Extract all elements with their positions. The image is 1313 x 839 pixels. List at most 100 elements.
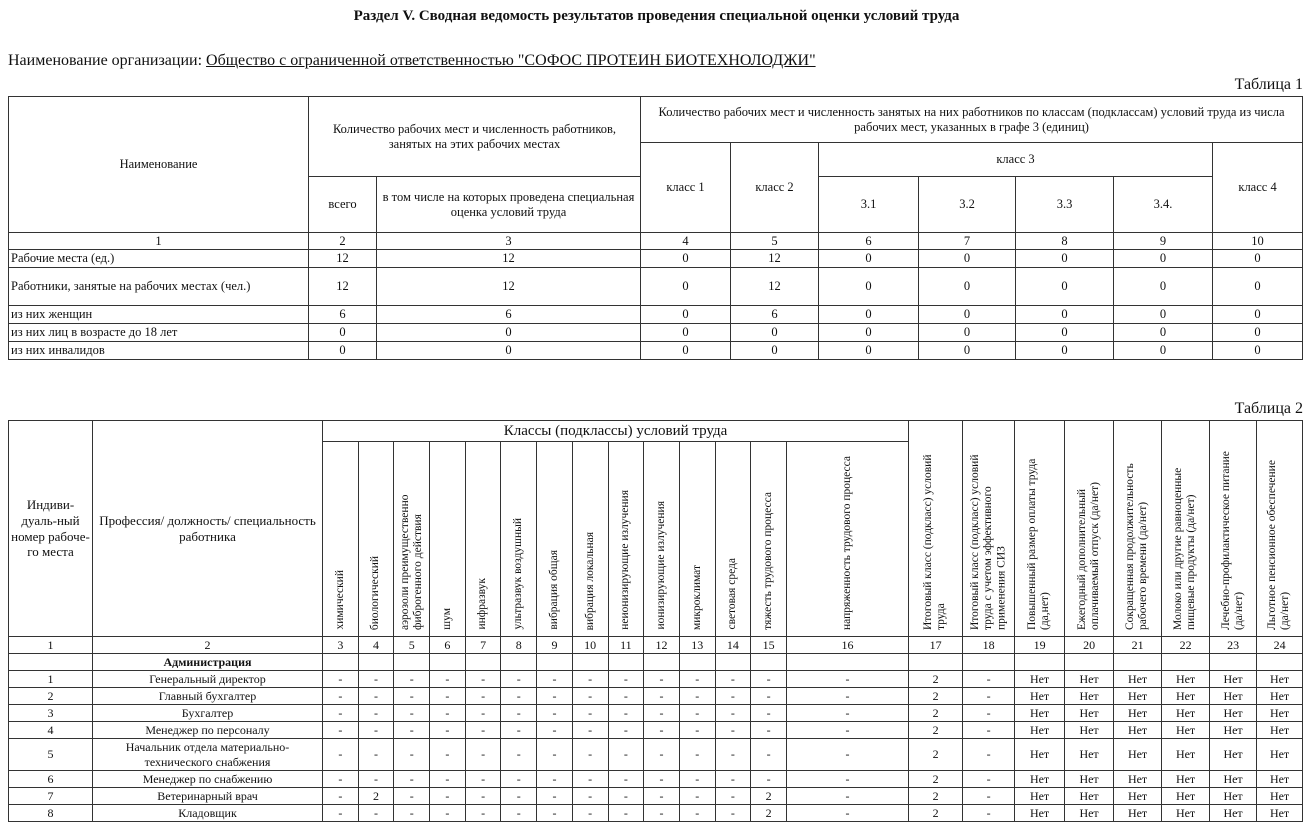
- header-factor-label: вибрация локальная: [583, 531, 596, 630]
- table-cell: -: [322, 721, 359, 739]
- table-cell: -: [750, 738, 787, 771]
- table-cell: -: [714, 721, 752, 739]
- table-cell: Нет: [1161, 670, 1211, 688]
- table-cell: -: [429, 687, 466, 705]
- header-factor: световая среда: [714, 441, 752, 637]
- column-number: 22: [1161, 636, 1211, 654]
- table-cell: -: [393, 770, 431, 788]
- header-factor: аэрозоли преимущественно фиброгенного де…: [393, 441, 431, 637]
- table-cell: -: [322, 787, 359, 805]
- table-cell: -: [607, 787, 645, 805]
- table-cell: -: [643, 787, 680, 805]
- column-number: 10: [571, 636, 609, 654]
- table-cell: Нет: [1209, 770, 1258, 788]
- table-cell: -: [678, 804, 716, 822]
- table-cell: -: [357, 670, 395, 688]
- table-cell: Нет: [1113, 787, 1163, 805]
- table-cell: -: [714, 804, 752, 822]
- header-extra: Сокращенная продолжительность рабочего в…: [1113, 420, 1163, 637]
- table-cell: 0: [1015, 249, 1115, 268]
- table-cell: 2: [908, 804, 964, 822]
- table-cell: -: [962, 804, 1016, 822]
- table-row: 5 Начальник отдела материально-техническо…: [8, 738, 1304, 771]
- column-number: 7: [918, 232, 1017, 250]
- table-cell: -: [678, 738, 716, 771]
- table-row: 6 Менеджер по снабжению - - - - - - - - - - - - - -2- Не…: [8, 770, 1304, 788]
- row-label: из них лиц в возрасте до 18 лет: [8, 323, 309, 342]
- table-cell: -: [962, 721, 1016, 739]
- workplace-number: 4: [8, 721, 93, 739]
- header-extra-label: Повышенный размер оплаты труда (да,нет): [1026, 458, 1052, 630]
- table-cell: 0: [1212, 305, 1304, 324]
- table-cell: 0: [1113, 341, 1214, 360]
- table-cell: -: [750, 721, 787, 739]
- header-factor-label: ультразвук воздушный: [512, 518, 525, 630]
- table-cell: -: [536, 787, 573, 805]
- table-cell: [714, 653, 752, 671]
- table-cell: -: [500, 721, 538, 739]
- table-row: из них женщин 6 6 0 6 0 0 0 0 0: [8, 305, 1304, 324]
- table-cell: -: [643, 704, 680, 722]
- profession: Бухгалтер: [92, 704, 323, 722]
- table-cell: -: [750, 704, 787, 722]
- profession: Кладовщик: [92, 804, 323, 822]
- header-factor: тяжесть трудового процесса: [750, 441, 787, 637]
- table-cell: Нет: [1209, 804, 1258, 822]
- table-row: Рабочие места (ед.) 12 12 0 12 0 0 0 0 0: [8, 249, 1304, 268]
- column-number: 3: [322, 636, 359, 654]
- table-row: 4 Менеджер по персоналу - - - - - - - - - - - - - -2- Не…: [8, 721, 1304, 739]
- table-cell: -: [785, 738, 910, 771]
- table-cell: Нет: [1256, 738, 1304, 771]
- table-cell: -: [393, 787, 431, 805]
- header-extra: Ежегодный дополнительный оплачиваемый от…: [1064, 420, 1115, 637]
- header-extra: Итоговый класс (подкласс) условий труда: [908, 420, 964, 637]
- table-cell: -: [322, 804, 359, 822]
- table-cell: -: [571, 804, 609, 822]
- table-cell: [643, 653, 680, 671]
- table-cell: 2: [908, 670, 964, 688]
- profession: Генеральный директор: [92, 670, 323, 688]
- table-cell: 0: [1113, 267, 1214, 306]
- table-cell: 0: [818, 305, 920, 324]
- table-cell: [571, 653, 609, 671]
- workplace-number: 8: [8, 804, 93, 822]
- header-factor-label: микроклимат: [690, 564, 703, 630]
- header-factor-label: химический: [333, 570, 346, 630]
- header-count: Количество рабочих мест и численность ра…: [307, 96, 642, 177]
- table-cell: Нет: [1161, 721, 1211, 739]
- row-label: из них женщин: [8, 305, 309, 324]
- table-cell: Нет: [1209, 787, 1258, 805]
- column-number: 5: [393, 636, 431, 654]
- table-cell: [785, 653, 910, 671]
- table-cell: Нет: [1113, 721, 1163, 739]
- table-cell: -: [464, 704, 502, 722]
- table-cell: -: [322, 704, 359, 722]
- table-cell: -: [322, 738, 359, 771]
- table-cell: [536, 653, 573, 671]
- header-factor: микроклимат: [678, 441, 716, 637]
- table-cell: 12: [375, 267, 642, 306]
- table-cell: Нет: [1161, 804, 1211, 822]
- header-factor: неионизирующие излучения: [607, 441, 645, 637]
- table-row: из них лиц в возрасте до 18 лет 0 0 0 0 0 0 0 0 0: [8, 323, 1304, 342]
- column-numbers-row: 1 2 3 4 5 6 7 8 9 10: [8, 232, 1304, 250]
- table-cell: 0: [375, 341, 642, 360]
- table-cell: Нет: [1256, 770, 1304, 788]
- column-number: 6: [818, 232, 920, 250]
- table-cell: -: [785, 721, 910, 739]
- header-factor: ионизирующие излучения: [643, 441, 680, 637]
- table-cell: [357, 653, 395, 671]
- table-cell: 12: [308, 267, 377, 306]
- table-cell: [750, 653, 787, 671]
- header-profession: Профессия/ должность/ специальность рабо…: [92, 420, 323, 637]
- workplace-number: 5: [8, 738, 93, 771]
- header-3-2: 3.2: [918, 176, 1017, 233]
- column-number: 13: [678, 636, 716, 654]
- column-number: 5: [730, 232, 820, 250]
- table-cell: -: [500, 687, 538, 705]
- header-factor-label: напряженность трудового процесса: [840, 456, 853, 630]
- header-3-1: 3.1: [818, 176, 920, 233]
- workplace-number: 6: [8, 770, 93, 788]
- column-number: 14: [714, 636, 752, 654]
- header-extra: Молоко или другие равноценные пищевые пр…: [1161, 420, 1211, 637]
